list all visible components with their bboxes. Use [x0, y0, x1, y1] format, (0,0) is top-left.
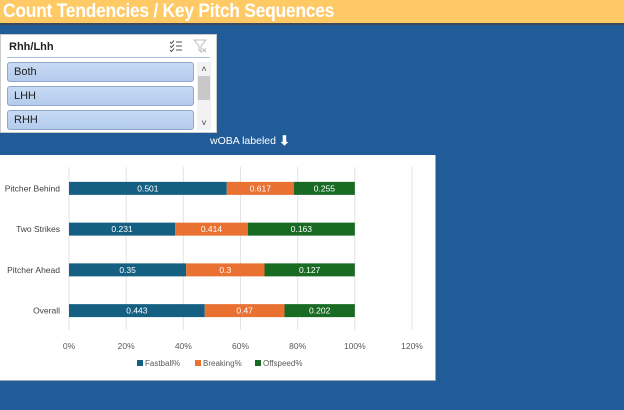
data-label: 0.414 — [201, 224, 223, 234]
data-label: 0.163 — [291, 224, 313, 234]
category-label: Pitcher Ahead — [7, 265, 60, 275]
bar-segment — [284, 304, 355, 318]
bar-segment — [69, 222, 176, 236]
bar-segment — [69, 304, 205, 318]
bar-segment — [264, 263, 355, 277]
slicer-title: Rhh/Lhh — [9, 41, 54, 53]
data-label: 0.617 — [250, 183, 272, 193]
slicer-item-list: Both LHH RHH — [7, 62, 194, 134]
legend-swatch — [137, 360, 143, 366]
dashboard-title: Count Tendencies / Key Pitch Sequences — [3, 1, 335, 22]
clear-filter-icon[interactable] — [192, 39, 208, 55]
x-tick-label: 100% — [344, 341, 366, 351]
legend-swatch — [255, 360, 261, 366]
slicer-item-both[interactable]: Both — [7, 62, 194, 82]
scroll-up-icon[interactable]: ˄ — [201, 64, 207, 74]
data-label: 0.202 — [309, 306, 331, 316]
x-tick-label: 120% — [401, 341, 423, 351]
category-label: Overall — [33, 306, 60, 316]
x-tick-label: 0% — [63, 341, 76, 351]
data-label: 0.231 — [111, 224, 133, 234]
rhh-lhh-slicer: Rhh/Lhh Both LHH RHH ˄ ˅ — [0, 34, 217, 133]
bar-segment — [247, 222, 355, 236]
woba-annotation: wOBA labeled ⬇ — [210, 133, 290, 149]
category-label: Pitcher Behind — [5, 183, 61, 193]
data-label: 0.3 — [219, 265, 231, 275]
bar-segment — [175, 222, 248, 236]
arrow-down-icon: ⬇ — [278, 133, 290, 148]
category-label: Two Strikes — [16, 224, 60, 234]
slicer-item-rhh[interactable]: RHH — [7, 110, 194, 130]
multi-select-icon[interactable] — [168, 39, 184, 55]
chart-svg: 0% 20% 40% 60% 80% 100% 120% Pitcher Behind 0.50… — [5, 167, 423, 368]
x-tick-label: 20% — [118, 341, 135, 351]
bar-segment — [186, 263, 265, 277]
bar-segment — [226, 181, 294, 195]
bar-segment — [69, 263, 187, 277]
legend-label: Offspeed% — [263, 359, 302, 368]
scroll-thumb[interactable] — [198, 76, 210, 100]
data-label: 0.35 — [119, 265, 136, 275]
legend-swatch — [195, 360, 201, 366]
data-label: 0.443 — [126, 306, 148, 316]
title-banner: Count Tendencies / Key Pitch Sequences — [0, 0, 624, 25]
x-tick-label: 40% — [175, 341, 192, 351]
slicer-scrollbar[interactable]: ˄ ˅ — [197, 62, 211, 130]
legend-label: Breaking% — [203, 359, 242, 368]
data-label: 0.47 — [236, 306, 253, 316]
bar-segment — [69, 181, 227, 195]
data-label: 0.127 — [299, 265, 321, 275]
annotation-text: wOBA labeled — [210, 135, 276, 147]
bar-segment — [204, 304, 285, 318]
scroll-down-icon[interactable]: ˅ — [201, 118, 207, 128]
slicer-item-lhh[interactable]: LHH — [7, 86, 194, 106]
data-label: 0.501 — [137, 183, 159, 193]
slicer-header: Rhh/Lhh — [7, 39, 210, 58]
x-tick-label: 80% — [289, 341, 306, 351]
bar-segment — [293, 181, 355, 195]
stacked-bar-chart: 0% 20% 40% 60% 80% 100% 120% Pitcher Behind 0.50… — [0, 155, 436, 381]
legend-label: Fastball% — [145, 359, 180, 368]
data-label: 0.255 — [314, 183, 336, 193]
x-tick-label: 60% — [232, 341, 249, 351]
